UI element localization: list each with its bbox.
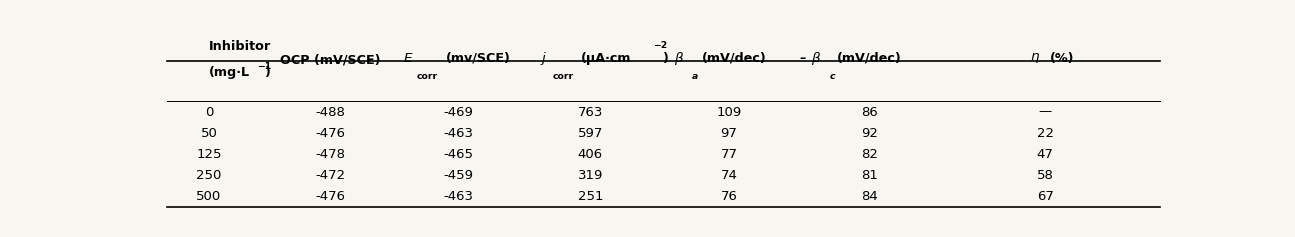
Text: $\mathbf{\mathit{\eta}}$: $\mathbf{\mathit{\eta}}$	[1030, 51, 1040, 65]
Text: a: a	[692, 72, 698, 81]
Text: -463: -463	[443, 127, 473, 140]
Text: 763: 763	[578, 105, 603, 118]
Text: corr: corr	[552, 72, 574, 81]
Text: 0: 0	[205, 105, 214, 118]
Text: -465: -465	[443, 148, 473, 161]
Text: (mV/dec): (mV/dec)	[702, 52, 767, 65]
Text: ): )	[265, 66, 271, 79]
Text: 251: 251	[578, 190, 603, 203]
Text: $\mathbf{\mathit{E}}$: $\mathbf{\mathit{E}}$	[403, 52, 413, 65]
Text: 76: 76	[720, 190, 737, 203]
Text: (mv/SCE): (mv/SCE)	[445, 52, 510, 65]
Text: OCP (mV/SCE): OCP (mV/SCE)	[280, 53, 381, 66]
Text: 22: 22	[1036, 127, 1054, 140]
Text: -463: -463	[443, 190, 473, 203]
Text: 58: 58	[1036, 169, 1054, 182]
Text: -459: -459	[443, 169, 473, 182]
Text: -488: -488	[316, 105, 346, 118]
Text: —: —	[1039, 105, 1052, 118]
Text: (mV/dec): (mV/dec)	[838, 52, 903, 65]
Text: 86: 86	[861, 105, 878, 118]
Text: 406: 406	[578, 148, 603, 161]
Text: 67: 67	[1036, 190, 1054, 203]
Text: −2: −2	[653, 41, 667, 50]
Text: $\mathbf{\mathit{\beta}}$: $\mathbf{\mathit{\beta}}$	[811, 50, 821, 67]
Text: -469: -469	[443, 105, 473, 118]
Text: (μA·cm: (μA·cm	[580, 52, 631, 65]
Text: –: –	[799, 52, 805, 65]
Text: −1: −1	[258, 62, 272, 71]
Text: 47: 47	[1036, 148, 1054, 161]
Text: 319: 319	[578, 169, 603, 182]
Text: (%): (%)	[1050, 52, 1075, 65]
Text: 77: 77	[720, 148, 737, 161]
Text: 109: 109	[716, 105, 742, 118]
Text: 597: 597	[578, 127, 603, 140]
Text: -472: -472	[316, 169, 346, 182]
Text: $\mathbf{\mathit{j}}$: $\mathbf{\mathit{j}}$	[540, 50, 548, 67]
Text: Inhibitor: Inhibitor	[208, 40, 271, 53]
Text: corr: corr	[417, 72, 438, 81]
Text: 500: 500	[197, 190, 221, 203]
Text: ): )	[663, 52, 668, 65]
Text: (mg·L: (mg·L	[208, 66, 250, 79]
Text: 81: 81	[861, 169, 878, 182]
Text: -478: -478	[316, 148, 346, 161]
Text: 84: 84	[861, 190, 878, 203]
Text: 125: 125	[197, 148, 221, 161]
Text: 97: 97	[720, 127, 737, 140]
Text: 250: 250	[197, 169, 221, 182]
Text: 82: 82	[861, 148, 878, 161]
Text: 74: 74	[720, 169, 737, 182]
Text: -476: -476	[316, 190, 346, 203]
Text: -476: -476	[316, 127, 346, 140]
Text: c: c	[829, 72, 835, 81]
Text: 92: 92	[861, 127, 878, 140]
Text: 50: 50	[201, 127, 218, 140]
Text: $\mathbf{\mathit{\beta}}$: $\mathbf{\mathit{\beta}}$	[673, 50, 684, 67]
